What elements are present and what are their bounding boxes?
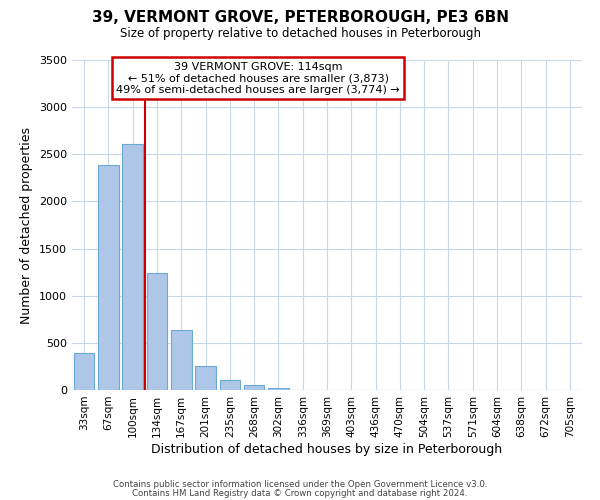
Text: Contains HM Land Registry data © Crown copyright and database right 2024.: Contains HM Land Registry data © Crown c… bbox=[132, 488, 468, 498]
Y-axis label: Number of detached properties: Number of detached properties bbox=[20, 126, 34, 324]
Bar bbox=[171, 330, 191, 390]
Bar bbox=[98, 164, 119, 390]
Bar bbox=[195, 366, 216, 390]
Bar bbox=[244, 386, 265, 390]
Bar bbox=[220, 380, 240, 390]
Bar bbox=[74, 353, 94, 390]
Text: 39, VERMONT GROVE, PETERBOROUGH, PE3 6BN: 39, VERMONT GROVE, PETERBOROUGH, PE3 6BN bbox=[91, 10, 509, 25]
Bar bbox=[122, 144, 143, 390]
Bar bbox=[146, 273, 167, 390]
Text: Size of property relative to detached houses in Peterborough: Size of property relative to detached ho… bbox=[119, 28, 481, 40]
Text: Contains public sector information licensed under the Open Government Licence v3: Contains public sector information licen… bbox=[113, 480, 487, 489]
Text: 39 VERMONT GROVE: 114sqm
← 51% of detached houses are smaller (3,873)
49% of sem: 39 VERMONT GROVE: 114sqm ← 51% of detach… bbox=[116, 62, 400, 95]
X-axis label: Distribution of detached houses by size in Peterborough: Distribution of detached houses by size … bbox=[151, 442, 503, 456]
Bar bbox=[268, 388, 289, 390]
